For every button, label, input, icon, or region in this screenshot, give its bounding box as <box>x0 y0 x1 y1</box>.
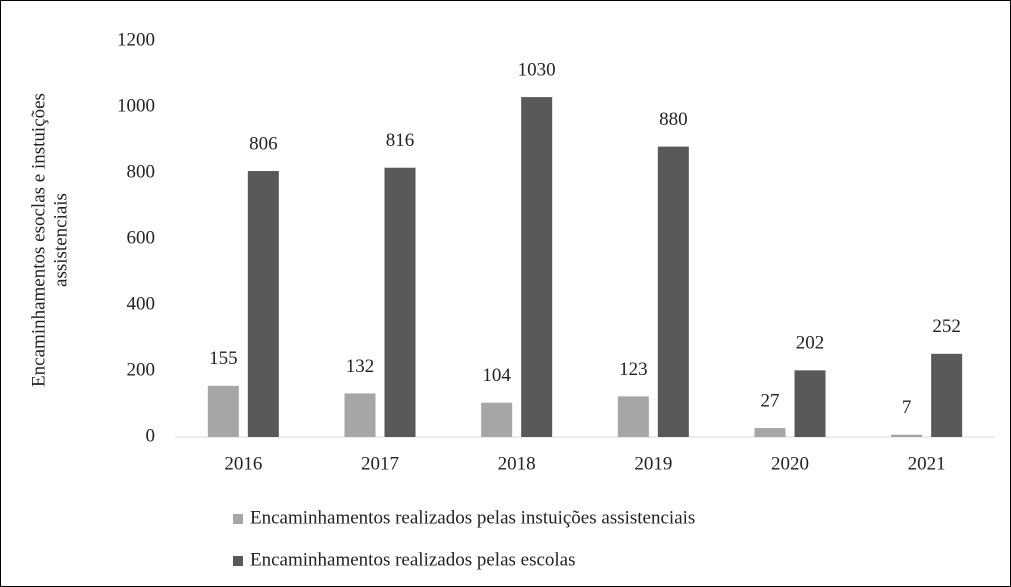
data-label: 7 <box>902 397 912 418</box>
y-tick-label: 200 <box>127 359 156 380</box>
legend-swatch <box>233 556 243 566</box>
bar <box>521 97 553 437</box>
bar <box>754 428 786 437</box>
data-label: 104 <box>482 365 511 386</box>
data-label: 806 <box>249 133 278 154</box>
data-label: 155 <box>209 348 238 369</box>
legend-label: Encaminhamentos realizados pelas escolas <box>250 549 576 570</box>
y-tick-label: 1200 <box>117 29 155 50</box>
y-axis-label: Encaminhamentos esoclas e instuições <box>28 93 49 387</box>
bar <box>657 146 689 437</box>
bar <box>481 402 513 437</box>
y-tick-label: 1000 <box>117 95 155 116</box>
bar <box>344 393 376 437</box>
y-tick-label: 400 <box>127 293 156 314</box>
y-tick-label: 600 <box>127 227 156 248</box>
y-tick-label: 0 <box>146 425 156 446</box>
x-tick-label: 2018 <box>498 453 536 474</box>
bar <box>931 353 963 437</box>
data-label: 132 <box>346 356 375 377</box>
data-label: 27 <box>761 390 780 411</box>
bar <box>891 434 923 437</box>
legend-label: Encaminhamentos realizados pelas instuiç… <box>250 507 695 528</box>
data-label: 1030 <box>518 59 556 80</box>
x-tick-label: 2019 <box>634 453 672 474</box>
data-label: 252 <box>932 316 961 337</box>
bar <box>617 396 649 437</box>
bar <box>207 385 239 437</box>
y-tick-label: 800 <box>127 161 156 182</box>
x-tick-label: 2016 <box>224 453 262 474</box>
data-label: 816 <box>386 130 415 151</box>
data-label: 880 <box>659 109 688 130</box>
x-tick-label: 2017 <box>361 453 399 474</box>
legend-swatch <box>233 514 243 524</box>
bar <box>794 370 826 437</box>
bar <box>247 171 279 437</box>
bar <box>384 167 416 437</box>
x-tick-label: 2021 <box>908 453 946 474</box>
data-label: 202 <box>796 333 825 354</box>
y-axis-label: assistenciais <box>50 193 71 287</box>
x-tick-label: 2020 <box>771 453 809 474</box>
data-label: 123 <box>619 359 648 380</box>
